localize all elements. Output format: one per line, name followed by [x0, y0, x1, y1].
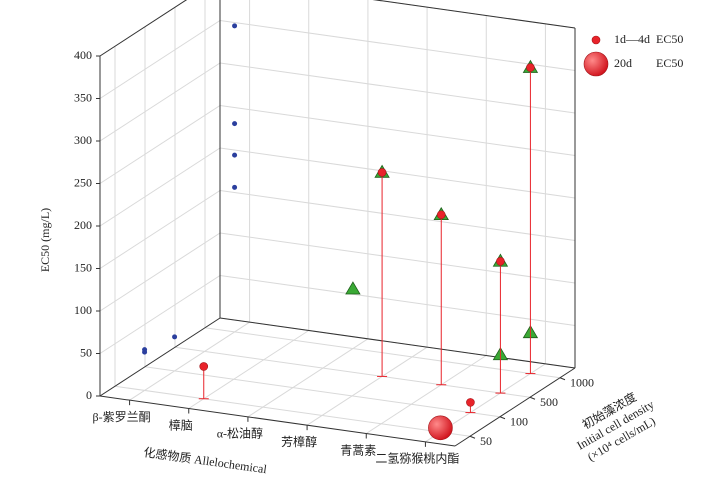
- axis-line: [99, 395, 456, 447]
- grid-line: [306, 346, 428, 426]
- grid-line: [99, 105, 221, 184]
- tick-mark: [469, 435, 476, 439]
- data-point: [199, 362, 209, 371]
- y-tick-label: 100: [74, 303, 92, 317]
- data-point: [232, 23, 238, 29]
- z-tick-label: 100: [510, 415, 528, 429]
- tick-mark: [559, 377, 566, 381]
- z-tick-label: 1000: [570, 376, 594, 390]
- data-point: [436, 210, 446, 220]
- grid-line: [219, 275, 576, 326]
- x-tick-label: β-紫罗兰酮: [93, 410, 151, 424]
- x-tick-label: 二氢猕猴桃内酯: [375, 451, 459, 466]
- y-tick-label: 300: [74, 133, 92, 147]
- grid-line: [99, 20, 221, 99]
- legend-label: 20d EC50: [614, 56, 683, 70]
- data-point: [496, 257, 505, 266]
- legend-marker: [583, 51, 609, 77]
- tick-mark: [529, 396, 536, 400]
- data-point: [377, 168, 387, 177]
- y-tick-label: 400: [74, 48, 92, 62]
- legend-label: 1d—4d EC50: [614, 32, 683, 46]
- axis-line: [454, 367, 576, 447]
- data-point: [466, 398, 475, 407]
- data-point: [428, 415, 453, 441]
- data-point: [345, 281, 361, 295]
- data-point: [232, 121, 238, 127]
- axis-line: [99, 317, 221, 397]
- grid-line: [99, 147, 221, 227]
- y-tick-label: 50: [80, 345, 92, 359]
- axis-line: [99, 0, 188, 57]
- grid-line: [219, 147, 576, 199]
- grid-line: [219, 62, 576, 114]
- y-tick-label: 250: [74, 175, 92, 189]
- grid-line: [219, 20, 576, 71]
- grid-line: [174, 346, 531, 398]
- grid-line: [99, 275, 221, 354]
- x-tick-label: 樟脑: [169, 417, 193, 432]
- z-tick-label: 500: [540, 395, 558, 409]
- grid-line: [372, 0, 576, 29]
- grid-line: [219, 105, 576, 156]
- data-point: [232, 184, 238, 190]
- grid-line: [365, 355, 487, 434]
- data-point: [142, 349, 148, 355]
- grid-line: [219, 232, 576, 284]
- data-point: [526, 63, 535, 72]
- x-tick-label: α-松油醇: [217, 426, 263, 441]
- grid-line: [188, 330, 310, 409]
- grid-line: [99, 62, 221, 142]
- data-point: [232, 152, 238, 158]
- grid-line: [99, 232, 221, 312]
- data-point: [172, 334, 178, 340]
- axis-line: [372, 0, 576, 29]
- y-tick-label: 350: [74, 90, 92, 104]
- grid-line: [219, 190, 576, 241]
- y-axis-title: EC50 (mg/L): [38, 208, 52, 272]
- x-tick-label: 青蒿素: [340, 443, 376, 457]
- grid-line: [129, 321, 250, 401]
- y-tick-label: 0: [86, 388, 92, 402]
- grid-line: [247, 338, 369, 418]
- z-tick-label: 50: [480, 434, 492, 448]
- y-tick-label: 200: [74, 218, 92, 232]
- grid-line: [144, 366, 501, 418]
- x-axis-title: 化感物质 Allelochemical: [143, 444, 269, 476]
- y-tick-label: 150: [74, 260, 92, 274]
- x-tick-label: 芳樟醇: [281, 434, 317, 449]
- grid-line: [99, 190, 221, 269]
- grid-line: [114, 385, 471, 437]
- tick-mark: [499, 416, 506, 420]
- grid-line: [99, 0, 188, 57]
- axis-line: [219, 317, 576, 369]
- legend-marker: [591, 35, 601, 45]
